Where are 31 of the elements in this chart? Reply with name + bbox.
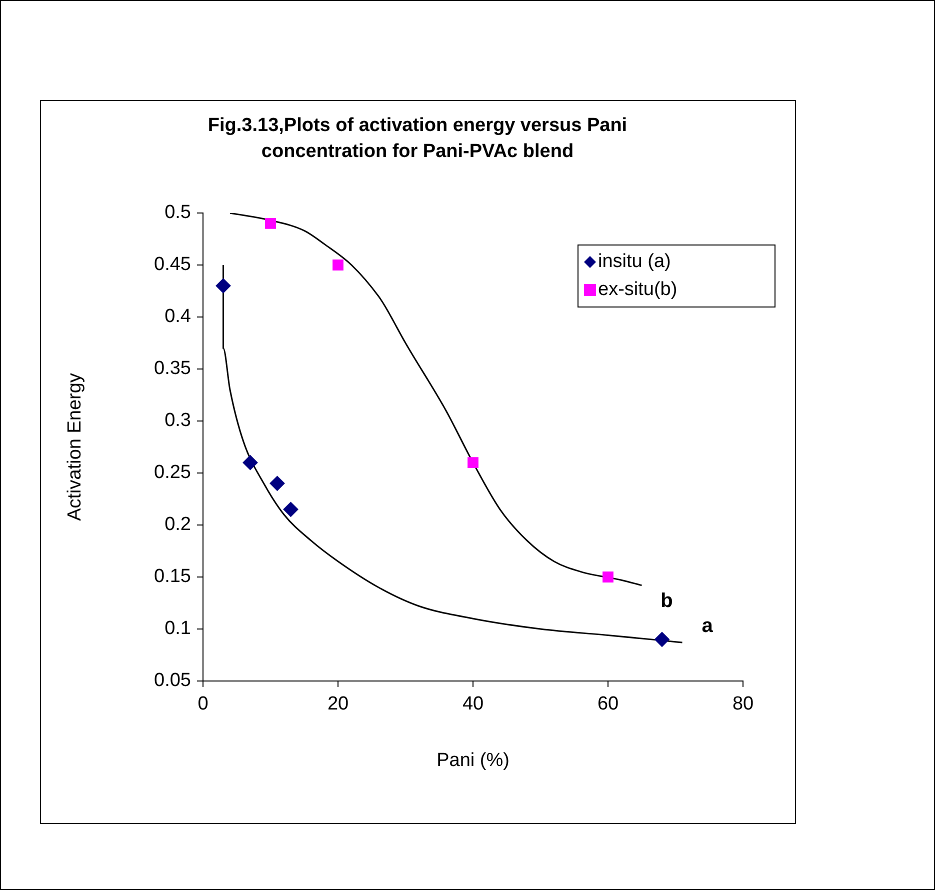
point — [216, 278, 231, 294]
y-tick-label: 0.05 — [154, 670, 191, 692]
y-axis-title: Activation Energy — [64, 372, 86, 521]
legend-label: ex-situ(b) — [598, 279, 678, 300]
series-label: a — [702, 615, 714, 638]
y-tick-label: 0.2 — [164, 514, 191, 536]
point — [654, 632, 670, 647]
x-tick-label: 40 — [462, 694, 484, 715]
y-tick-label: 0.3 — [164, 410, 191, 432]
legend-label: insitu (a) — [598, 251, 671, 272]
y-tick-label: 0.4 — [164, 306, 192, 328]
point — [283, 502, 298, 517]
y-tick-label: 0.15 — [154, 566, 191, 588]
y-tick-label: 0.35 — [154, 358, 191, 380]
x-axis-title: Pani (%) — [436, 750, 510, 771]
chart-title: Fig.3.13,Plots of activation energy versus Pani concentration for Pani-PVAc blend — [206, 114, 628, 164]
point — [332, 260, 344, 270]
y-tick-label: 0.25 — [154, 462, 191, 484]
y-tick-label: 0.1 — [164, 618, 191, 640]
x-tick-label: 60 — [597, 694, 619, 715]
point — [242, 455, 258, 470]
x-tick-label: 0 — [198, 694, 208, 715]
point — [602, 572, 614, 582]
x-tick-label: 20 — [327, 694, 349, 715]
x-tick-label: 80 — [732, 694, 754, 715]
y-tick-label: 0.5 — [164, 202, 191, 224]
series-label: b — [660, 590, 673, 612]
point — [265, 218, 276, 229]
point — [468, 457, 478, 468]
point — [270, 476, 285, 491]
y-tick-label: 0.45 — [154, 254, 191, 276]
